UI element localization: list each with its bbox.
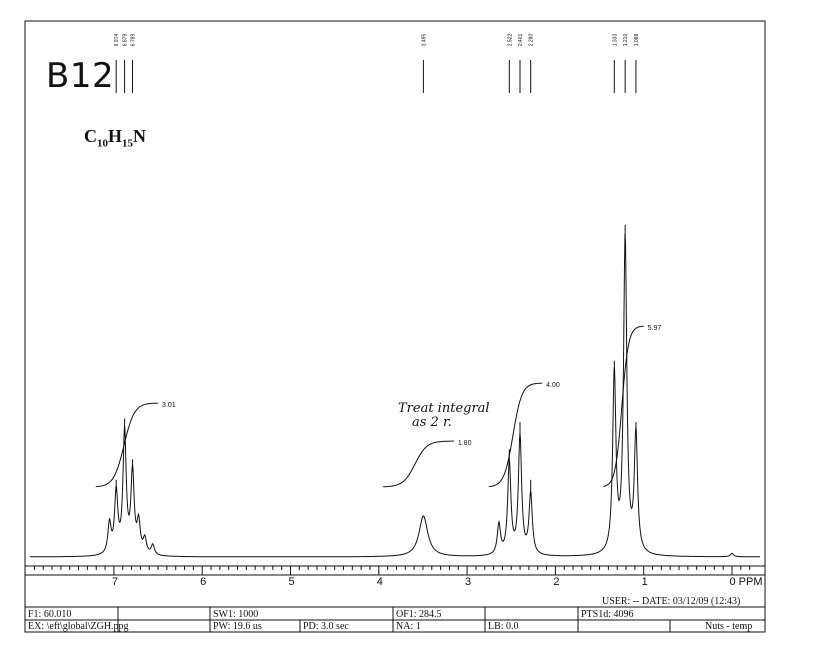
integral-value: 5.97	[648, 325, 662, 332]
peak-label: 1.088	[634, 34, 640, 47]
pts-value: PTS1d: 4096	[581, 609, 634, 620]
x-tick-label: 5	[288, 576, 294, 588]
handwritten-note: Treat integral as 2 r.	[398, 402, 490, 430]
peak-label-markers: 6.974 6.879 6.789 3.495 2.522 2.401 2.280 1.333…	[114, 34, 640, 93]
handwritten-note-line-2: as 2 r.	[412, 415, 452, 430]
sample-label: B12	[46, 56, 115, 96]
f1-value: F1: 60.010	[28, 609, 72, 620]
user-date: USER: -- DATE: 03/12/09 (12:43)	[602, 596, 741, 607]
integral-value: 1.80	[458, 440, 472, 447]
x-tick-label: 4	[377, 576, 383, 588]
x-tick-label: 1	[642, 576, 648, 588]
peak-label: 2.280	[529, 34, 535, 47]
of1-value: OF1: 284.5	[396, 609, 442, 620]
ex-value: EX: \eft\global\ZGH.ppg	[28, 621, 129, 632]
integral-curve	[488, 382, 543, 487]
integral-curve	[95, 402, 159, 488]
spectrum-trace	[30, 233, 760, 558]
peak-label: 1.210	[623, 34, 629, 47]
peak-label: 1.333	[612, 34, 618, 47]
handwritten-note-line-1: Treat integral	[398, 401, 490, 416]
x-axis: 7 6 5 4 3 2 1 0 PPM	[33, 566, 763, 588]
peak-tick-marks	[115, 224, 637, 492]
integral-curves: 3.01 1.80 4.00 5.97	[95, 325, 662, 488]
pd-value: PD: 3.0 sec	[303, 621, 349, 632]
peak-label: 6.879	[123, 34, 129, 47]
x-tick-label: 2	[553, 576, 559, 588]
molecular-formula: C10H15N	[84, 126, 147, 150]
na-value: NA: 1	[396, 621, 421, 632]
pw-value: PW: 19.6 us	[213, 621, 262, 632]
peak-label: 6.974	[114, 34, 120, 47]
x-tick-label: 7	[112, 576, 118, 588]
integral-value: 4.00	[546, 382, 560, 389]
nuts-value: Nuts - temp	[705, 621, 753, 632]
x-tick-label: 0 PPM	[729, 576, 762, 588]
x-tick-label: 6	[200, 576, 206, 588]
lb-value: LB: 0.0	[488, 621, 519, 632]
integral-value: 3.01	[162, 402, 176, 409]
peak-label: 3.495	[421, 34, 427, 47]
peak-label: 6.789	[131, 34, 137, 47]
peak-label: 2.401	[518, 34, 524, 47]
x-tick-label: 3	[465, 576, 471, 588]
peak-label: 2.522	[507, 34, 513, 47]
sw1-value: SW1: 1000	[213, 609, 259, 620]
integral-curve	[382, 440, 454, 488]
